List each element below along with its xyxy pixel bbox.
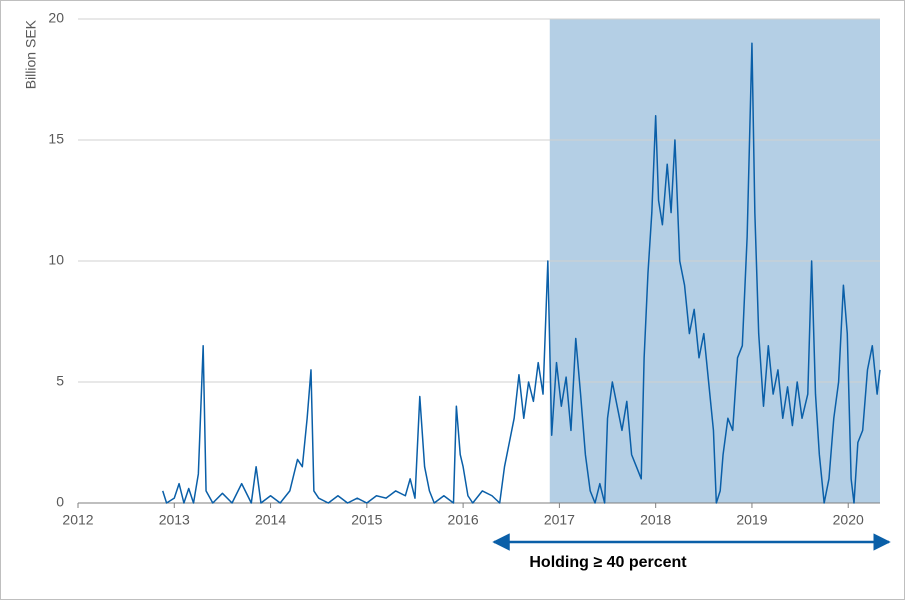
x-tick-label: 2016	[448, 512, 479, 528]
x-tick-label: 2012	[62, 512, 93, 528]
x-tick-label: 2013	[159, 512, 190, 528]
x-tick-label: 2014	[255, 512, 286, 528]
y-tick-label: 20	[48, 10, 64, 26]
y-axis-label: Billion SEK	[23, 19, 39, 89]
x-tick-label: 2019	[736, 512, 767, 528]
x-tick-label: 2020	[833, 512, 864, 528]
y-tick-label: 0	[56, 494, 64, 510]
x-tick-label: 2017	[544, 512, 575, 528]
y-tick-label: 5	[56, 373, 64, 389]
x-tick-label: 2015	[351, 512, 382, 528]
x-tick-label: 2018	[640, 512, 671, 528]
data-line	[162, 42, 881, 504]
annotation: Holding ≥ 40 percent	[529, 554, 687, 571]
y-tick-label: 10	[48, 252, 64, 268]
y-tick-label: 15	[48, 131, 64, 147]
